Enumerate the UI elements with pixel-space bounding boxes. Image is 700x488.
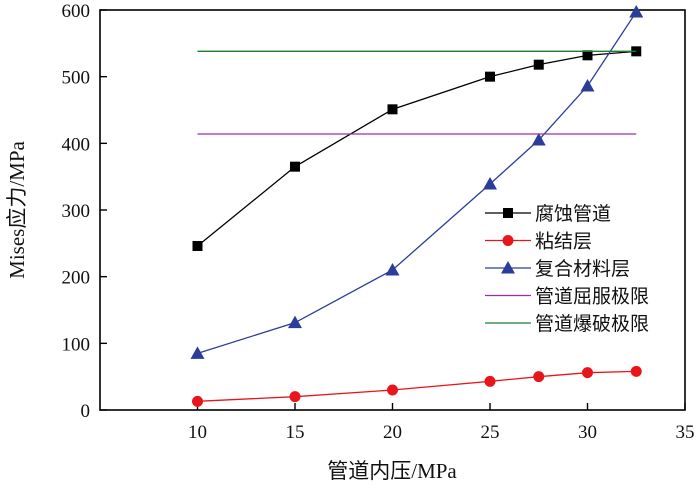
data-point [580,79,595,92]
series [192,365,642,407]
data-point [484,375,496,387]
x-tick-label: 20 [383,422,402,443]
data-point [387,104,398,115]
y-tick-label: 0 [81,401,91,422]
legend-label: 粘结层 [535,231,592,253]
y-tick-label: 300 [62,201,91,222]
legend-label: 管道屈服极限 [535,286,649,308]
data-point [582,367,593,379]
data-point [387,384,398,396]
data-point [629,5,644,18]
y-axis-title: Mises应力/MPa [5,140,29,278]
legend-item: 管道爆破极限 [485,313,649,335]
ticks: 10 15 20 25 30 35 0 100 200 300 400 500 600 [62,1,695,443]
data-point [385,263,400,276]
data-point [192,241,203,251]
data-point [290,161,300,172]
x-tick-label: 15 [286,422,305,443]
y-tick-label: 200 [62,268,91,289]
x-tick-label: 35 [676,422,695,443]
legend-item: 粘结层 [485,231,592,253]
data-point [630,365,642,377]
x-axis-title: 管道内压/MPa [327,459,457,483]
x-tick-label: 30 [578,422,597,443]
data-point [192,395,203,407]
legend-label: 腐蚀管道 [535,203,611,225]
data-point [582,50,593,61]
x-tick-label: 10 [188,422,207,443]
data-point [485,71,495,82]
legend-item: 管道屈服极限 [485,286,649,308]
data-point [289,391,301,403]
series-line [197,370,637,402]
y-tick-label: 400 [62,134,91,155]
series-group [190,5,644,407]
axis-labels: 管道内压/MPa Mises应力/MPa [5,140,457,483]
data-point [190,346,205,359]
legend-marker [503,208,513,218]
data-point [288,315,302,329]
y-tick-label: 500 [62,68,91,89]
data-point [533,371,545,383]
legend-item: 复合材料层 [485,258,630,280]
legend-label: 复合材料层 [535,258,630,280]
legend-item: 腐蚀管道 [485,203,611,225]
legend-marker [501,261,515,274]
legend-label: 管道爆破极限 [535,313,649,335]
data-point [483,177,497,190]
y-tick-label: 600 [62,1,91,22]
data-point [533,59,544,70]
legend-marker [502,235,514,246]
series [190,5,644,359]
data-point [531,133,546,146]
x-tick-label: 25 [481,422,500,443]
y-tick-label: 100 [62,334,91,355]
